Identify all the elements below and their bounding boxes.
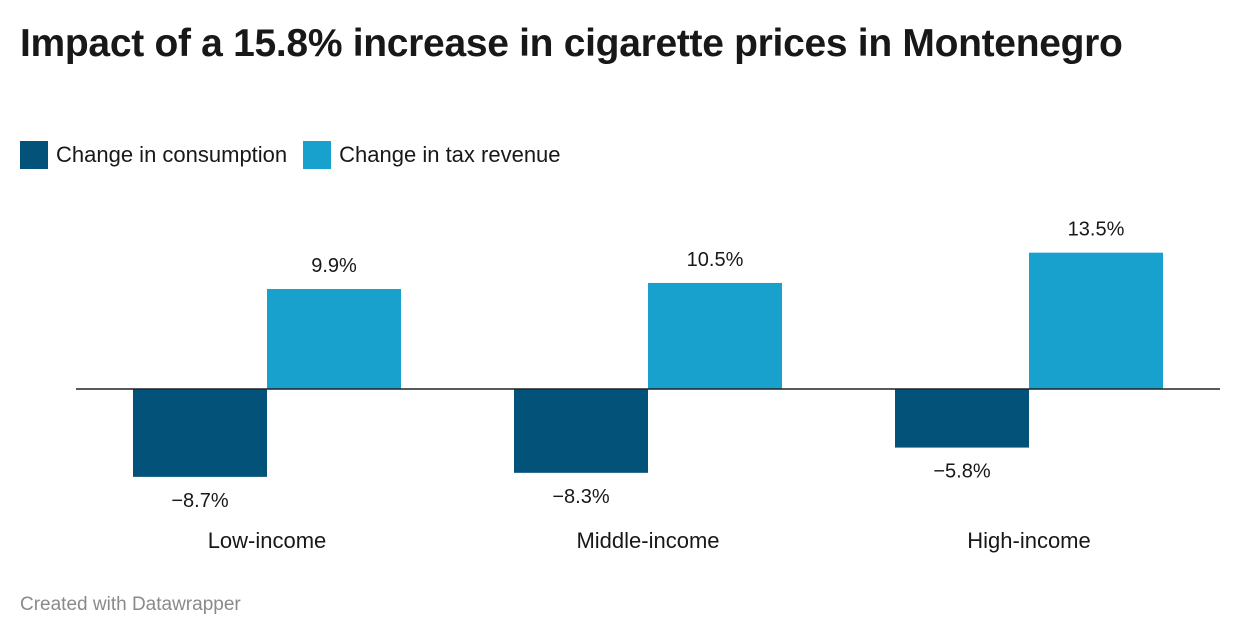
legend-swatch-tax-revenue — [303, 141, 332, 169]
chart-title: Impact of a 15.8% increase in cigarette … — [20, 22, 1123, 65]
bar-consumption-2 — [514, 389, 648, 473]
bar-tax-revenue-2 — [648, 282, 782, 389]
value-label-consumption-2: −8.3% — [552, 486, 609, 508]
value-label-tax-revenue-2: 10.5% — [687, 249, 744, 271]
legend-label-tax-revenue: Change in tax revenue — [339, 142, 561, 167]
legend-item-consumption: Change in consumption — [20, 141, 287, 169]
legend-item-tax-revenue: Change in tax revenue — [303, 141, 561, 169]
footer-credit: Created with Datawrapper — [20, 594, 241, 615]
value-label-tax-revenue-3: 13.5% — [1068, 219, 1125, 241]
bar-consumption-1 — [133, 389, 267, 477]
category-label-3: High-income — [967, 528, 1091, 553]
category-label-1: Low-income — [208, 528, 327, 553]
bar-tax-revenue-1 — [267, 289, 401, 389]
value-label-consumption-3: −5.8% — [933, 461, 990, 483]
legend: Change in consumption Change in tax reve… — [20, 141, 577, 169]
legend-swatch-consumption — [20, 141, 48, 169]
value-label-tax-revenue-1: 9.9% — [311, 255, 357, 277]
legend-label-consumption: Change in consumption — [56, 142, 288, 167]
bar-tax-revenue-3 — [1029, 252, 1163, 389]
category-label-2: Middle-income — [576, 528, 719, 553]
value-label-consumption-1: −8.7% — [171, 490, 228, 512]
bar-consumption-3 — [895, 389, 1029, 448]
